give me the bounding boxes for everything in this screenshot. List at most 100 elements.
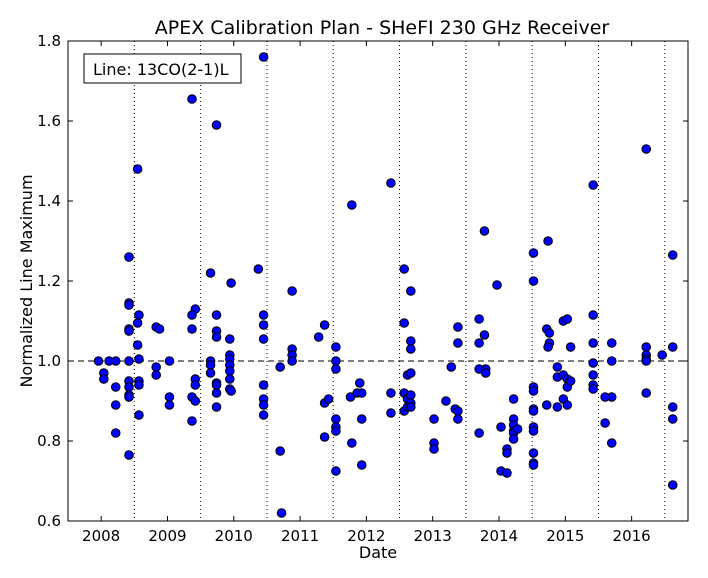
data-point — [211, 310, 222, 320]
data-point — [190, 396, 201, 406]
data-point — [508, 394, 519, 404]
x-axis-label: Date — [359, 543, 397, 562]
data-point — [657, 350, 667, 360]
data-point — [606, 438, 617, 448]
data-point — [258, 400, 269, 410]
data-point — [479, 226, 490, 236]
data-point — [110, 428, 121, 438]
data-point — [132, 164, 143, 174]
data-point — [164, 400, 175, 410]
data-point — [134, 354, 144, 364]
y-tick-label: 0.6 — [37, 512, 61, 530]
data-point — [275, 446, 285, 456]
data-point — [99, 374, 109, 384]
data-point — [474, 314, 484, 324]
data-point — [356, 460, 367, 470]
data-point — [331, 426, 341, 436]
data-point — [429, 444, 439, 454]
data-point — [479, 330, 490, 340]
data-point — [600, 418, 610, 428]
data-point — [187, 310, 197, 320]
data-point — [124, 450, 134, 460]
data-point — [588, 310, 598, 320]
data-point — [641, 144, 652, 154]
y-tick-label: 1.4 — [37, 192, 61, 210]
data-point — [528, 406, 539, 416]
plot-area: 2008 2009 2010 2011 2012 2013 2014 2015 2016 0.6 0… — [37, 32, 689, 545]
legend-frame — [83, 53, 242, 84]
data-point — [528, 276, 539, 286]
data-point — [502, 448, 512, 458]
x-tick-label: 2011 — [281, 527, 319, 545]
x-tick-label: 2016 — [613, 527, 651, 545]
data-point — [406, 402, 416, 412]
data-point — [406, 390, 416, 400]
data-point — [258, 334, 269, 344]
legend: Line: 13CO(2-1)L — [83, 53, 242, 84]
data-point — [211, 380, 222, 390]
data-point — [258, 410, 269, 420]
data-point — [211, 332, 222, 342]
data-point — [211, 402, 222, 412]
data-point — [331, 414, 341, 424]
data-point — [606, 338, 617, 348]
data-point — [224, 334, 235, 344]
data-point — [528, 460, 539, 470]
data-point — [211, 388, 222, 398]
data-point — [134, 310, 144, 320]
data-point — [453, 322, 463, 332]
data-point — [323, 394, 334, 404]
data-point — [93, 356, 104, 366]
data-point — [258, 320, 269, 330]
data-point — [205, 268, 216, 278]
data-point — [134, 380, 144, 390]
data-point — [224, 366, 235, 376]
data-point — [313, 332, 324, 342]
data-point — [399, 264, 409, 274]
x-tick-label: 2008 — [82, 527, 120, 545]
data-point — [151, 370, 161, 380]
data-point — [356, 388, 367, 398]
data-point — [565, 376, 576, 386]
data-point — [164, 356, 175, 366]
data-point — [110, 356, 121, 366]
data-point — [667, 342, 678, 352]
data-point — [562, 314, 573, 324]
data-point — [347, 438, 357, 448]
data-point — [641, 342, 652, 352]
data-point — [331, 466, 341, 476]
data-point — [508, 434, 519, 444]
data-point — [258, 310, 269, 320]
data-point — [275, 362, 285, 372]
data-point — [134, 410, 144, 420]
data-point — [190, 380, 201, 390]
data-point — [258, 52, 269, 62]
data-point — [441, 396, 451, 406]
data-point — [406, 336, 416, 346]
data-point — [226, 386, 236, 396]
data-point — [319, 320, 330, 330]
data-point — [528, 448, 539, 458]
data-point — [205, 368, 216, 378]
data-point — [124, 382, 134, 392]
data-point — [331, 356, 341, 366]
data-point — [641, 388, 652, 398]
data-point — [606, 356, 617, 366]
data-point — [552, 402, 563, 412]
data-point — [224, 374, 235, 384]
data-point — [552, 362, 563, 372]
data-point — [287, 286, 297, 296]
y-axis-label: Normalized Line Maximum — [17, 174, 36, 387]
data-point — [588, 384, 598, 394]
data-point — [406, 344, 416, 354]
data-point — [386, 408, 396, 418]
data-point — [406, 286, 416, 296]
data-point — [543, 236, 553, 246]
x-tick-label: 2014 — [480, 527, 518, 545]
data-point — [356, 414, 367, 424]
x-tick-label: 2012 — [347, 527, 385, 545]
data-point — [164, 392, 175, 402]
data-point — [151, 362, 161, 372]
data-point — [667, 480, 678, 490]
